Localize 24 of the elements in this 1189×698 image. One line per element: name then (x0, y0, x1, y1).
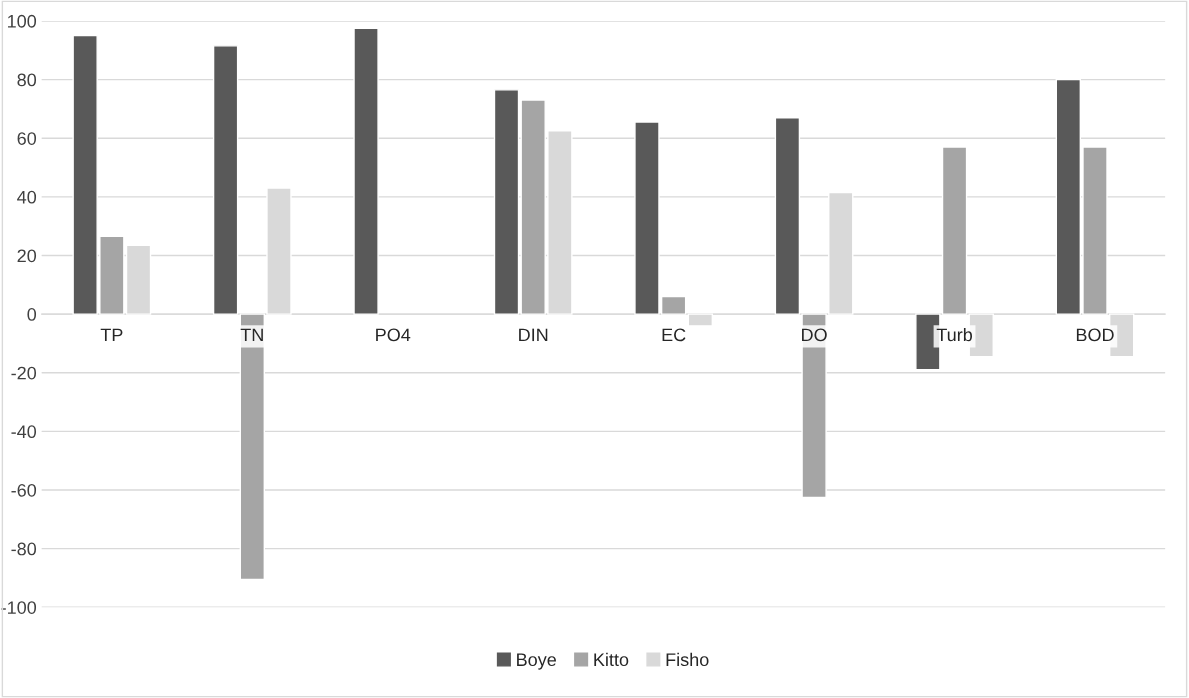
bar (212, 45, 239, 315)
y-tick-label: -40 (11, 425, 37, 439)
legend-label: Boye (517, 653, 556, 670)
y-tick-label: -80 (11, 542, 37, 556)
legend-label: Kitto (594, 652, 629, 667)
y-tick-label: -60 (11, 483, 37, 497)
x-tick-label: DO (802, 328, 827, 342)
y-tick-label: 20 (17, 249, 37, 263)
bar (353, 27, 379, 315)
legend-label: Fisho (666, 652, 709, 667)
y-tick-label: 40 (17, 190, 37, 204)
x-tick-label: TP (100, 328, 123, 342)
y-tick-label: -20 (11, 366, 37, 380)
x-tick-label: TN (240, 328, 263, 342)
y-tick-label: -100 (1, 601, 37, 614)
y-tick-label: 0 (27, 308, 37, 321)
x-tick-label: EC (662, 328, 686, 342)
y-tick-label: 100 (8, 14, 37, 28)
x-tick-label: PO4 (376, 328, 411, 342)
x-tick-label: DIN (519, 328, 548, 342)
y-tick-label: 60 (17, 132, 37, 145)
x-tick-label: Turb (936, 327, 973, 342)
x-tick-label: BOD (1076, 328, 1114, 342)
y-tick-label: 80 (17, 73, 37, 87)
